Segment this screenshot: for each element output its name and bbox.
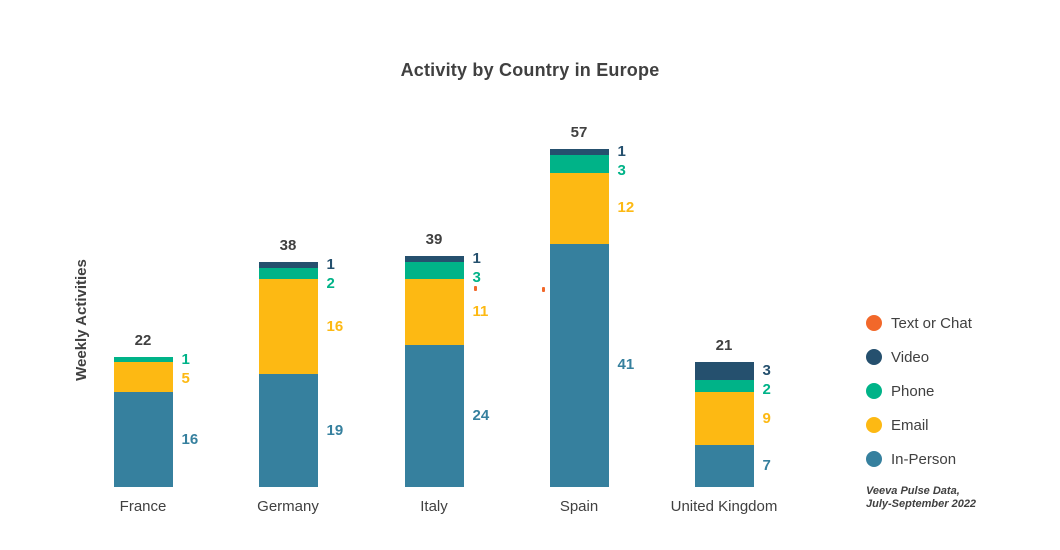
bar-segment-phone [258, 267, 318, 280]
x-axis-category-label: Spain [559, 498, 599, 515]
legend-label: Text or Chat [891, 314, 972, 332]
legend-swatch-text-or-chat [866, 315, 882, 331]
segment-value-label: 24 [472, 406, 490, 424]
legend-swatch-email [866, 417, 882, 433]
bar-segment-email [404, 279, 464, 345]
segment-value-label: 19 [326, 421, 344, 439]
segment-value-label: 41 [617, 356, 635, 374]
source-note-line2: July-September 2022 [866, 498, 977, 510]
x-axis-category-label: Germany [257, 498, 319, 515]
bar-segment-phone [113, 356, 173, 363]
legend-swatch-phone [866, 383, 882, 399]
bar-total-label: 57 [570, 123, 588, 141]
x-axis-category-label: France [119, 498, 167, 515]
text-or-chat-stray-mark [542, 287, 545, 292]
text-or-chat-stray-mark [474, 286, 477, 291]
segment-value-label: 16 [326, 317, 344, 335]
bar-segment-email [549, 172, 609, 244]
segment-value-label: 12 [617, 199, 635, 217]
legend-item-video: Video [866, 347, 972, 367]
segment-value-label: 1 [326, 255, 335, 273]
bar-segment-email [113, 362, 173, 393]
legend-label: Email [891, 416, 929, 434]
segment-value-label: 3 [472, 268, 481, 286]
x-axis-category-label: Italy [420, 498, 448, 515]
bar-segment-phone [404, 261, 464, 280]
bar-segment-video [258, 261, 318, 268]
bar-total-label: 21 [715, 337, 733, 355]
bar-segment-email [258, 279, 318, 375]
bar-total-label: 38 [279, 236, 297, 254]
legend-label: Video [891, 348, 930, 366]
bar-segment-video [694, 362, 754, 381]
bar-segment-video [404, 255, 464, 262]
segment-value-label: 7 [762, 457, 771, 475]
legend-swatch-in-person [866, 451, 882, 467]
bar-segment-in-person [549, 243, 609, 487]
segment-value-label: 2 [762, 381, 771, 399]
bar-segment-phone [694, 380, 754, 393]
bar-segment-phone [549, 154, 609, 173]
segment-value-label: 2 [326, 274, 335, 292]
bar-segment-in-person [404, 344, 464, 487]
bar-segment-in-person [113, 392, 173, 487]
segment-value-label: 3 [617, 161, 626, 179]
bar-total-label: 39 [425, 230, 443, 248]
segment-value-label: 3 [762, 362, 771, 380]
legend-label: In-Person [891, 450, 957, 468]
x-axis-category-label: United Kingdom [670, 498, 778, 515]
source-note-line1: Veeva Pulse Data, [866, 485, 960, 497]
bar-total-label: 22 [134, 331, 152, 349]
bar-segment-email [694, 392, 754, 446]
legend-item-text-or-chat: Text or Chat [866, 313, 972, 333]
segment-value-label: 1 [472, 249, 481, 267]
segment-value-label: 11 [472, 303, 489, 321]
legend-item-phone: Phone [866, 381, 972, 401]
legend-item-in-person: In-Person [866, 449, 972, 469]
segment-value-label: 1 [617, 142, 626, 160]
chart-title: Activity by Country in Europe [400, 60, 660, 80]
bar-segment-video [549, 148, 609, 155]
source-note: Veeva Pulse Data, July-September 2022 [866, 485, 976, 511]
segment-value-label: 5 [181, 369, 190, 387]
segment-value-label: 9 [762, 409, 771, 427]
legend-label: Phone [891, 382, 935, 400]
legend-item-email: Email [866, 415, 972, 435]
bar-segment-in-person [694, 445, 754, 487]
bar-segment-in-person [258, 374, 318, 487]
segment-value-label: 1 [181, 350, 190, 368]
legend-swatch-video [866, 349, 882, 365]
segment-value-label: 16 [181, 430, 199, 448]
legend: Text or Chat Video Phone Email In-Person [866, 313, 972, 469]
